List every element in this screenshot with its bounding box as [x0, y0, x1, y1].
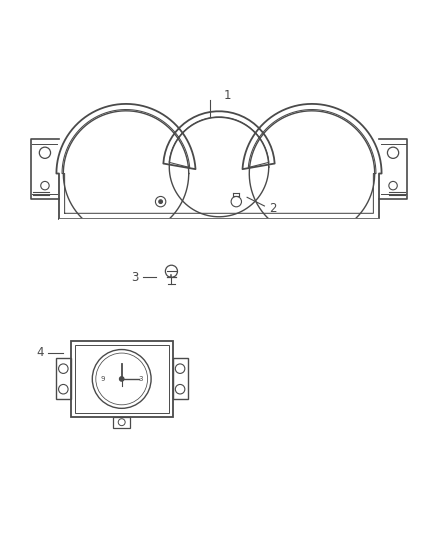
- Text: 2: 2: [269, 201, 276, 215]
- Text: 4: 4: [36, 346, 44, 359]
- Bar: [173, 358, 187, 399]
- Text: 3: 3: [132, 271, 139, 284]
- Bar: [71, 341, 173, 417]
- Circle shape: [159, 200, 162, 204]
- Circle shape: [120, 377, 124, 381]
- Text: 3: 3: [138, 376, 143, 382]
- Text: 9: 9: [100, 376, 105, 382]
- Bar: [113, 417, 131, 427]
- Bar: [56, 358, 71, 399]
- Bar: [75, 345, 169, 413]
- Text: 1: 1: [224, 89, 231, 102]
